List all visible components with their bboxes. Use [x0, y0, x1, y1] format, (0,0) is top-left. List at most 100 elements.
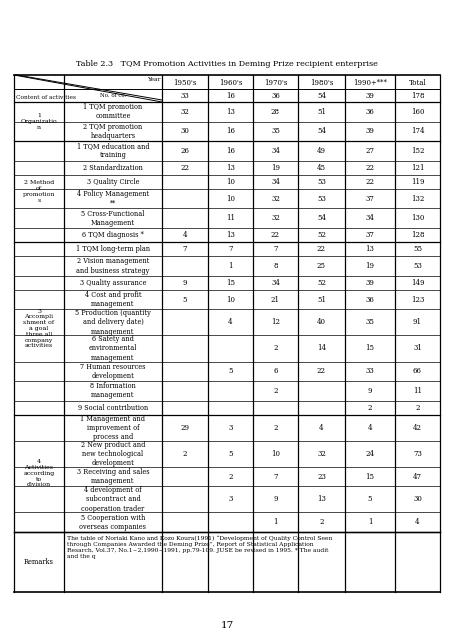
Text: 2: 2: [367, 404, 372, 412]
Text: 32: 32: [180, 108, 189, 116]
Text: 13: 13: [365, 245, 373, 253]
Text: 2 TQM promotion
headquarters: 2 TQM promotion headquarters: [83, 123, 143, 140]
Text: 52: 52: [316, 279, 325, 287]
Text: 31: 31: [412, 344, 421, 353]
Text: 2 Method
of
promotion
s: 2 Method of promotion s: [23, 180, 55, 203]
Text: 73: 73: [412, 450, 421, 458]
Text: 3
Accompli
shment of
a goal
three all
company
activities: 3 Accompli shment of a goal three all co…: [23, 308, 55, 348]
Text: 11: 11: [412, 387, 421, 395]
Text: 5 Production (quantity
and delivery date)
management: 5 Production (quantity and delivery date…: [75, 309, 151, 335]
Text: 32: 32: [271, 195, 279, 203]
Text: 119: 119: [410, 178, 423, 186]
Text: 4 development of
subcontract and
cooperation trader: 4 development of subcontract and coopera…: [81, 486, 144, 513]
Text: 2: 2: [182, 450, 187, 458]
Text: 5 Cross-Functional
Management: 5 Cross-Functional Management: [81, 209, 144, 227]
Text: 53: 53: [412, 262, 421, 270]
Text: 14: 14: [316, 344, 325, 353]
Text: 4: 4: [318, 424, 323, 432]
Text: 13: 13: [226, 231, 235, 239]
Text: 49: 49: [316, 147, 325, 155]
Text: 15: 15: [226, 279, 235, 287]
Text: 2 Vision management
and business strategy: 2 Vision management and business strateg…: [76, 257, 149, 275]
Text: 16: 16: [226, 147, 235, 155]
Text: 35: 35: [271, 127, 279, 135]
Text: 130: 130: [410, 214, 423, 222]
Text: 35: 35: [365, 319, 373, 326]
Text: 3 Quality Circle: 3 Quality Circle: [87, 178, 139, 186]
Text: 22: 22: [180, 164, 189, 172]
Text: Content of activities: Content of activities: [16, 95, 76, 100]
Text: 22: 22: [365, 178, 374, 186]
Text: 152: 152: [410, 147, 423, 155]
Text: 51: 51: [316, 108, 325, 116]
Text: 8 Information
management: 8 Information management: [90, 382, 136, 399]
Text: 54: 54: [316, 214, 325, 222]
Text: 3: 3: [228, 424, 232, 432]
Text: 9: 9: [367, 387, 372, 395]
Text: 178: 178: [410, 92, 423, 99]
Text: Table 2.3   TQM Promotion Activities in Deming Prize recipient enterprise: Table 2.3 TQM Promotion Activities in De…: [76, 60, 377, 68]
Text: 1 TQM education and
training: 1 TQM education and training: [77, 142, 149, 159]
Text: 19: 19: [365, 262, 374, 270]
Text: 47: 47: [412, 472, 421, 481]
Text: 19: 19: [271, 164, 279, 172]
Text: 34: 34: [365, 214, 373, 222]
Text: 7 Human resources
development: 7 Human resources development: [80, 363, 145, 380]
Text: 5: 5: [228, 450, 232, 458]
Text: 15: 15: [365, 472, 374, 481]
Text: 10: 10: [226, 178, 235, 186]
Text: 4: 4: [414, 518, 419, 526]
Text: 6 Safety and
environmental
management: 6 Safety and environmental management: [88, 335, 137, 362]
Text: No. of co.: No. of co.: [100, 93, 126, 98]
Text: 30: 30: [180, 127, 189, 135]
Text: The table of Noriaki Kano and Kozo Koura(1991) “Development of Quality Control S: The table of Noriaki Kano and Kozo Koura…: [67, 536, 331, 559]
Text: 29: 29: [180, 424, 189, 432]
Text: 17: 17: [220, 621, 233, 630]
Text: 37: 37: [365, 195, 373, 203]
Text: 34: 34: [271, 178, 279, 186]
Text: 3: 3: [228, 495, 232, 504]
Text: 52: 52: [316, 231, 325, 239]
Text: 2: 2: [414, 404, 419, 412]
Text: Total: Total: [408, 79, 425, 87]
Text: 3 Receiving and sales
management: 3 Receiving and sales management: [77, 468, 149, 485]
Text: 1990+***: 1990+***: [352, 79, 386, 87]
Text: 1 TQM long-term plan: 1 TQM long-term plan: [76, 245, 150, 253]
Text: 1: 1: [228, 262, 232, 270]
Text: 6 TQM diagnosis *: 6 TQM diagnosis *: [82, 231, 143, 239]
Text: 15: 15: [365, 344, 374, 353]
Text: 36: 36: [271, 92, 279, 99]
Text: 1970's: 1970's: [263, 79, 286, 87]
Text: 10: 10: [226, 195, 235, 203]
Text: 34: 34: [271, 147, 279, 155]
Text: 1980's: 1980's: [309, 79, 332, 87]
Text: 55: 55: [412, 245, 421, 253]
Text: 23: 23: [316, 472, 325, 481]
Text: 7: 7: [182, 245, 187, 253]
Text: 16: 16: [226, 92, 235, 99]
Text: 28: 28: [271, 108, 279, 116]
Text: 6: 6: [273, 367, 277, 375]
Text: 45: 45: [316, 164, 325, 172]
Text: 1 Management and
improvement of
process and: 1 Management and improvement of process …: [80, 415, 145, 441]
Text: 5 Cooperation with
overseas companies: 5 Cooperation with overseas companies: [79, 514, 146, 531]
Text: 1960's: 1960's: [218, 79, 242, 87]
Text: 36: 36: [365, 108, 373, 116]
Text: 4: 4: [228, 319, 232, 326]
Text: 1950's: 1950's: [173, 79, 196, 87]
Text: 12: 12: [271, 319, 279, 326]
Text: 149: 149: [410, 279, 423, 287]
Text: 27: 27: [365, 147, 374, 155]
Text: 53: 53: [316, 178, 325, 186]
Text: 160: 160: [410, 108, 423, 116]
Text: 1
Organizatio
n: 1 Organizatio n: [21, 113, 57, 130]
Text: 9: 9: [273, 495, 277, 504]
Text: 13: 13: [226, 164, 235, 172]
Text: 2 Standardization: 2 Standardization: [83, 164, 143, 172]
Text: 13: 13: [226, 108, 235, 116]
Text: 7: 7: [273, 245, 277, 253]
Text: 32: 32: [316, 450, 325, 458]
Text: 25: 25: [316, 262, 325, 270]
Text: 30: 30: [412, 495, 421, 504]
Text: 2: 2: [318, 518, 323, 526]
